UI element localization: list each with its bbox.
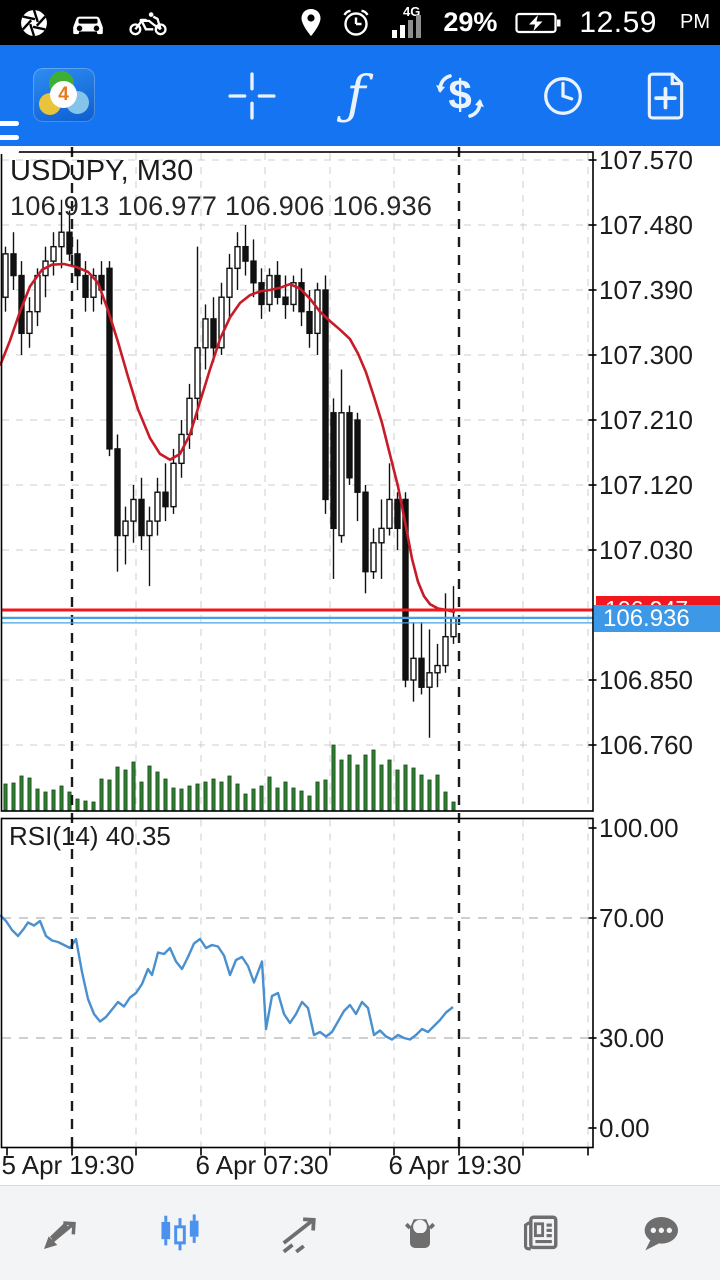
clock-icon (544, 77, 582, 115)
chat-bubble-icon (644, 1217, 678, 1251)
svg-text:107.210: 107.210 (599, 405, 693, 435)
menu-icon[interactable] (0, 121, 22, 154)
top-toolbar: 4 ƒ $ (0, 45, 720, 154)
history-tab[interactable] (360, 1186, 480, 1280)
new-order-icon (647, 72, 684, 120)
battery-percent-label: 29% (443, 7, 498, 37)
chart-canvas[interactable]: 107.570 107.480 107.390 107.300 107.210 107.1… (0, 146, 720, 1185)
new-order-button[interactable] (639, 69, 693, 123)
svg-text:107.030: 107.030 (599, 535, 693, 565)
panel-frames (0, 151, 594, 1149)
clock-meridiem-label: PM (680, 11, 710, 33)
function-icon: ƒ (346, 66, 366, 126)
svg-text:70.00: 70.00 (599, 903, 664, 933)
svg-text:107.120: 107.120 (599, 470, 693, 500)
bid-price-badge: 106.936 (594, 605, 720, 632)
svg-text:100.00: 100.00 (599, 813, 679, 843)
quotes-arrows-icon (44, 1221, 76, 1249)
ma-line (0, 262, 456, 614)
car-icon (73, 16, 103, 34)
location-pin-icon (301, 8, 321, 36)
svg-text:30.00: 30.00 (599, 1023, 664, 1053)
rsi-indicator-label: RSI(14) 40.35 (9, 821, 171, 851)
motorcycle-icon (129, 11, 167, 35)
chart-ohlc-values: 106.913 106.977 106.906 106.936 (10, 191, 433, 221)
session-break-lines (70, 147, 461, 1148)
battery-charging-icon (515, 12, 561, 33)
x-axis-label: 6 Apr 07:30 (196, 1150, 329, 1180)
volume-bars (3, 744, 456, 811)
quotes-tab[interactable] (0, 1186, 120, 1280)
svg-text:106.760: 106.760 (599, 730, 693, 760)
grid-lines (2, 153, 592, 1148)
status-system-icons: 4G 29% 12.59 PM (299, 5, 720, 41)
svg-text:107.480: 107.480 (599, 210, 693, 240)
instruments-button[interactable]: $ (433, 69, 487, 123)
alarm-clock-icon (343, 9, 369, 36)
charts-tab-active[interactable] (120, 1186, 240, 1280)
candlestick-chart-icon (161, 1214, 199, 1251)
trend-line-icon (282, 1217, 316, 1253)
bottom-navigation (0, 1185, 720, 1280)
svg-text:107.390: 107.390 (599, 275, 693, 305)
x-axis-label: 5 Apr 19:30 (2, 1150, 135, 1180)
camera-shutter-icon (21, 9, 47, 36)
price-lines (1, 608, 593, 624)
logo-number: 4 (50, 81, 77, 108)
status-bar: 4G 29% 12.59 PM (0, 0, 720, 45)
status-notification-icons (0, 9, 168, 37)
svg-text:$: $ (448, 71, 471, 118)
crosshair-button[interactable] (225, 69, 279, 123)
timeframe-button[interactable] (536, 69, 590, 123)
clock-time-label: 12.59 (579, 5, 657, 39)
svg-text:106.850: 106.850 (599, 665, 693, 695)
svg-text:107.570: 107.570 (599, 146, 693, 175)
svg-text:107.300: 107.300 (599, 340, 693, 370)
rsi-line (0, 914, 454, 1041)
chart-plot: 107.570 107.480 107.390 107.300 107.210 107.1… (0, 146, 693, 1180)
signal-strength-icon: 4G (392, 5, 422, 38)
news-tab[interactable] (480, 1186, 600, 1280)
app-logo[interactable]: 4 (33, 68, 95, 122)
currency-swap-icon: $ (436, 71, 484, 118)
news-icon (523, 1215, 558, 1251)
chart-symbol-title: USDJPY, M30 (10, 155, 194, 187)
trade-tab[interactable] (240, 1186, 360, 1280)
inbox-icon (404, 1219, 436, 1248)
x-axis-label: 6 Apr 19:30 (389, 1150, 522, 1180)
svg-text:0.00: 0.00 (599, 1113, 650, 1143)
messages-tab[interactable] (600, 1186, 720, 1280)
axis-labels: 107.570 107.480 107.390 107.300 107.210 107.1… (2, 146, 693, 1180)
crosshair-icon (228, 72, 276, 120)
indicators-button[interactable]: ƒ (329, 69, 383, 123)
